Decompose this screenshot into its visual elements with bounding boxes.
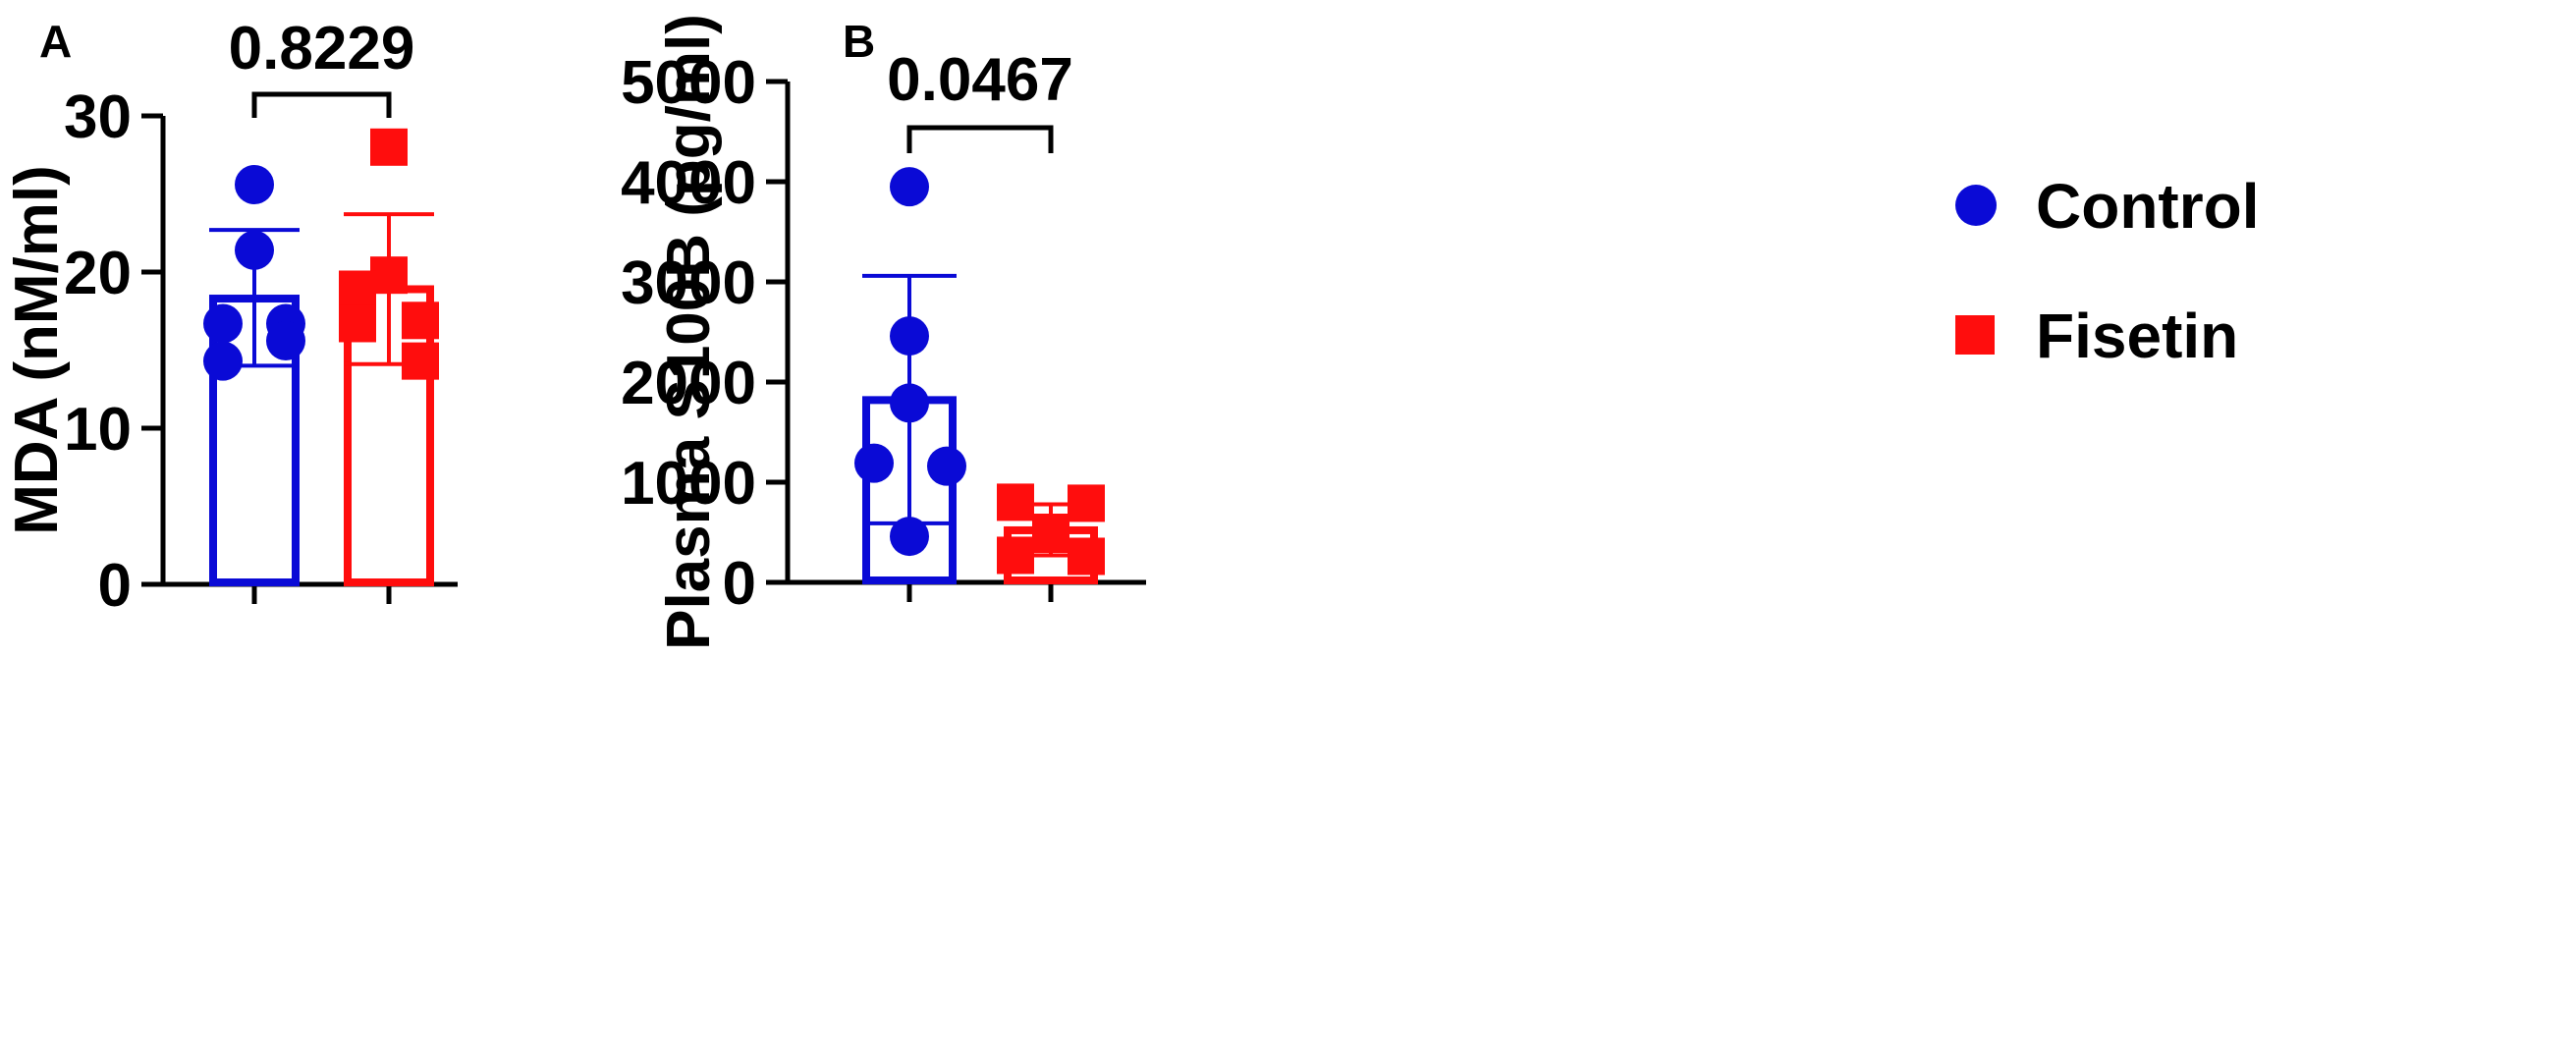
legend: Control Fisetin bbox=[1955, 171, 2260, 371]
data-point-control bbox=[854, 443, 894, 483]
y-tick-label: 1000 bbox=[621, 450, 756, 518]
data-point-fisetin bbox=[1032, 516, 1069, 554]
significance-bracket bbox=[906, 125, 1054, 153]
data-point-fisetin bbox=[997, 483, 1034, 521]
data-point-control bbox=[890, 167, 929, 207]
y-tick-label: 5000 bbox=[621, 49, 756, 117]
data-point-fisetin bbox=[1068, 537, 1105, 576]
data-point-fisetin bbox=[402, 302, 439, 340]
y-tick-label: 0 bbox=[723, 550, 756, 618]
legend-label-control: Control bbox=[2036, 171, 2260, 242]
y-tick-label: 2000 bbox=[621, 350, 756, 417]
y-axis-title: MDA (nM/ml) bbox=[3, 165, 71, 535]
data-point-control bbox=[203, 341, 243, 381]
y-tick-label: 10 bbox=[64, 396, 132, 464]
data-point-control bbox=[890, 316, 929, 356]
p-value-label: 0.8229 bbox=[229, 15, 415, 82]
data-point-fisetin bbox=[339, 270, 376, 308]
data-point-fisetin bbox=[370, 256, 408, 295]
data-point-control bbox=[890, 383, 929, 423]
y-tick-label: 30 bbox=[64, 83, 132, 151]
y-tick-label: 20 bbox=[64, 240, 132, 307]
data-point-fisetin bbox=[402, 342, 439, 380]
data-point-fisetin bbox=[1068, 484, 1105, 522]
data-point-fisetin bbox=[370, 128, 408, 166]
y-tick-label: 4000 bbox=[621, 149, 756, 217]
data-point-control bbox=[203, 303, 243, 344]
legend-marker-fisetin bbox=[1955, 315, 1995, 355]
data-point-control bbox=[235, 230, 274, 270]
data-point-fisetin bbox=[997, 536, 1034, 575]
data-point-control bbox=[235, 164, 274, 204]
p-value-label: 0.0467 bbox=[887, 46, 1073, 114]
legend-label-fisetin: Fisetin bbox=[2036, 301, 2238, 371]
significance-bracket bbox=[251, 91, 392, 118]
panel-a: A 0 10 20 30 MDA (nM/ml) 0.8229 bbox=[3, 15, 458, 620]
y-tick-label: 0 bbox=[98, 552, 132, 620]
y-tick-label: 3000 bbox=[621, 249, 756, 317]
data-point-control bbox=[927, 446, 966, 486]
data-point-control bbox=[890, 517, 929, 557]
panel-a-label: A bbox=[39, 16, 72, 67]
data-point-control bbox=[266, 320, 305, 360]
data-point-fisetin bbox=[339, 304, 376, 343]
legend-marker-control bbox=[1955, 185, 1997, 226]
panel-b-label: B bbox=[843, 16, 875, 67]
y-axis-title: Plasma S100B (pg/ml) bbox=[655, 14, 723, 650]
